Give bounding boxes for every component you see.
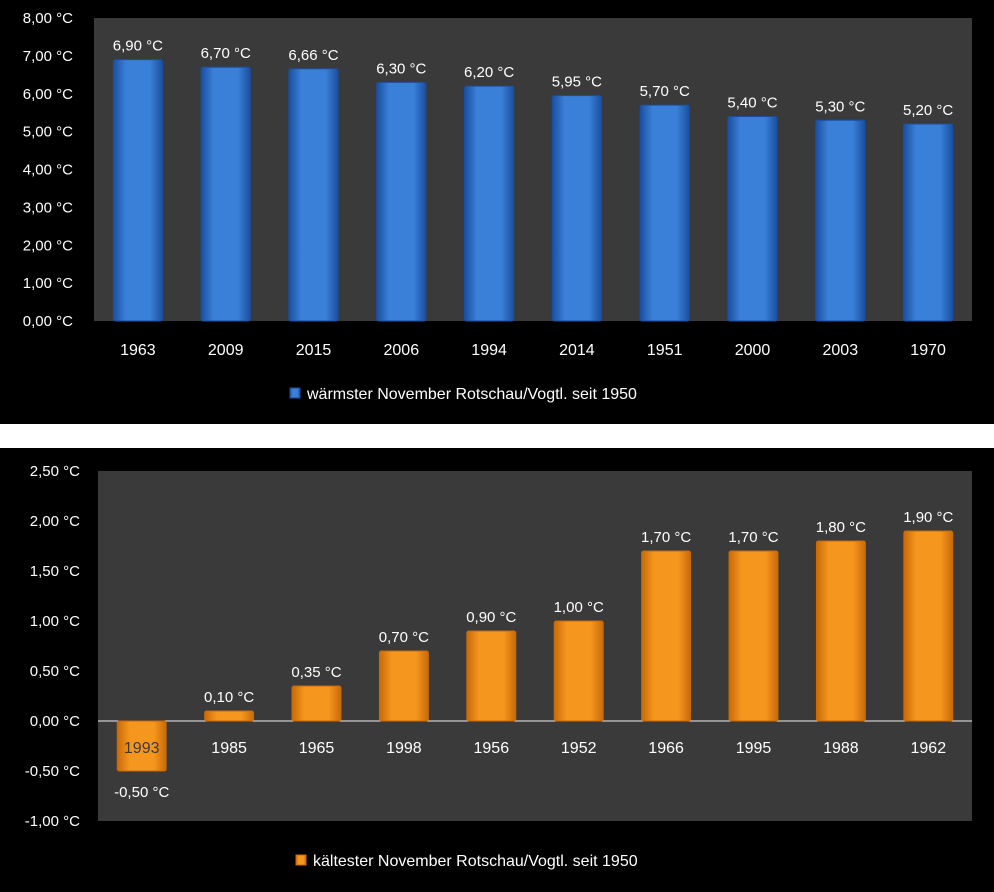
- warmest-chart-svg: 0,00 °C 1,00 °C 2,00 °C 3,00 °C 4,00 °C 5,00 …: [23, 10, 972, 403]
- bar: [200, 66, 251, 322]
- bar: [551, 95, 602, 322]
- y-tick-label: 0,00 °C: [23, 313, 73, 330]
- y-tick-label: 1,00 °C: [23, 275, 73, 292]
- x-tick-label: 1970: [910, 342, 946, 359]
- x-tick-label: 1985: [211, 740, 247, 757]
- bar: [376, 81, 427, 322]
- bar: [815, 540, 866, 722]
- x-tick-label: 1956: [474, 740, 510, 757]
- y-tick-label: 2,00 °C: [23, 237, 73, 254]
- data-label: 1,80 °C: [816, 519, 866, 536]
- data-label: 5,95 °C: [552, 74, 602, 91]
- data-label: 0,10 °C: [204, 689, 254, 706]
- y-tick-label: 1,00 °C: [30, 613, 80, 630]
- x-tick-label: 1962: [911, 740, 947, 757]
- x-tick-label: 1994: [471, 342, 507, 359]
- coldest-november-chart: -1,00 °C -0,50 °C 0,00 °C 0,50 °C 1,00 °C 1,5…: [0, 448, 994, 892]
- y-tick-label: 3,00 °C: [23, 199, 73, 216]
- legend: wärmster November Rotschau/Vogtl. seit 1…: [289, 386, 637, 403]
- warmest-november-chart: 0,00 °C 1,00 °C 2,00 °C 3,00 °C 4,00 °C 5,00 …: [0, 0, 994, 424]
- bar: [112, 59, 163, 322]
- bar: [464, 85, 515, 322]
- data-label: 1,70 °C: [728, 529, 778, 546]
- x-tick-label: 1951: [647, 342, 683, 359]
- data-label: 0,90 °C: [466, 609, 516, 626]
- data-label: 0,70 °C: [379, 629, 429, 646]
- data-label: 6,90 °C: [113, 38, 163, 55]
- bar: [553, 620, 604, 722]
- x-tick-label: 2006: [384, 342, 420, 359]
- x-tick-label: 1998: [386, 740, 422, 757]
- chart-separator: [0, 424, 994, 448]
- data-label: 6,70 °C: [201, 45, 251, 62]
- data-label: 5,20 °C: [903, 102, 953, 119]
- y-tick-label: -0,50 °C: [25, 763, 80, 780]
- bar: [815, 119, 866, 322]
- y-tick-label: 5,00 °C: [23, 124, 73, 141]
- data-label: 6,30 °C: [376, 60, 426, 77]
- bar: [727, 115, 778, 322]
- y-tick-label: 0,00 °C: [30, 713, 80, 730]
- bar: [204, 710, 255, 722]
- y-tick-label: 2,50 °C: [30, 463, 80, 480]
- bar: [641, 550, 692, 722]
- data-label: 5,70 °C: [640, 83, 690, 100]
- bar: [291, 685, 342, 722]
- y-tick-label: 4,00 °C: [23, 162, 73, 179]
- y-tick-label: 2,00 °C: [30, 513, 80, 530]
- x-tick-label: 1966: [648, 740, 684, 757]
- bar: [116, 720, 167, 772]
- legend-swatch: [295, 854, 307, 866]
- y-tick-label: 1,50 °C: [30, 563, 80, 580]
- coldest-chart-svg: -1,00 °C -0,50 °C 0,00 °C 0,50 °C 1,00 °C 1,5…: [25, 463, 972, 870]
- y-tick-label: 6,00 °C: [23, 86, 73, 103]
- bar: [903, 123, 954, 322]
- x-tick-label: 1952: [561, 740, 597, 757]
- data-label: 5,30 °C: [815, 98, 865, 115]
- x-tick-label: 2009: [208, 342, 244, 359]
- x-tick-label: 1995: [736, 740, 772, 757]
- legend: kältester November Rotschau/Vogtl. seit …: [295, 853, 638, 870]
- y-tick-label: 7,00 °C: [23, 48, 73, 65]
- x-tick-label: 1988: [823, 740, 859, 757]
- y-tick-label: 0,50 °C: [30, 663, 80, 680]
- bar: [728, 550, 779, 722]
- legend-label: kältester November Rotschau/Vogtl. seit …: [313, 853, 638, 870]
- x-tick-label: 1965: [299, 740, 335, 757]
- bar: [639, 104, 690, 322]
- x-tick-label: 2000: [735, 342, 771, 359]
- legend-label: wärmster November Rotschau/Vogtl. seit 1…: [306, 386, 637, 403]
- data-label: 0,35 °C: [291, 664, 341, 681]
- y-tick-label: 8,00 °C: [23, 10, 73, 27]
- data-label: 6,20 °C: [464, 64, 514, 81]
- bar: [378, 650, 429, 722]
- data-label: 1,00 °C: [554, 599, 604, 616]
- x-tick-label: 2015: [296, 342, 332, 359]
- bar: [466, 630, 517, 722]
- legend-swatch: [289, 387, 301, 399]
- bar: [288, 68, 339, 322]
- x-tick-label: 2003: [823, 342, 859, 359]
- data-label: 6,66 °C: [288, 47, 338, 64]
- data-label: 1,90 °C: [903, 509, 953, 526]
- x-tick-label: 2014: [559, 342, 595, 359]
- data-label: -0,50 °C: [114, 784, 169, 801]
- bar: [903, 530, 954, 722]
- data-label: 5,40 °C: [727, 94, 777, 111]
- x-tick-label: 1993: [124, 740, 160, 757]
- x-tick-label: 1963: [120, 342, 156, 359]
- data-label: 1,70 °C: [641, 529, 691, 546]
- y-tick-label: -1,00 °C: [25, 813, 80, 830]
